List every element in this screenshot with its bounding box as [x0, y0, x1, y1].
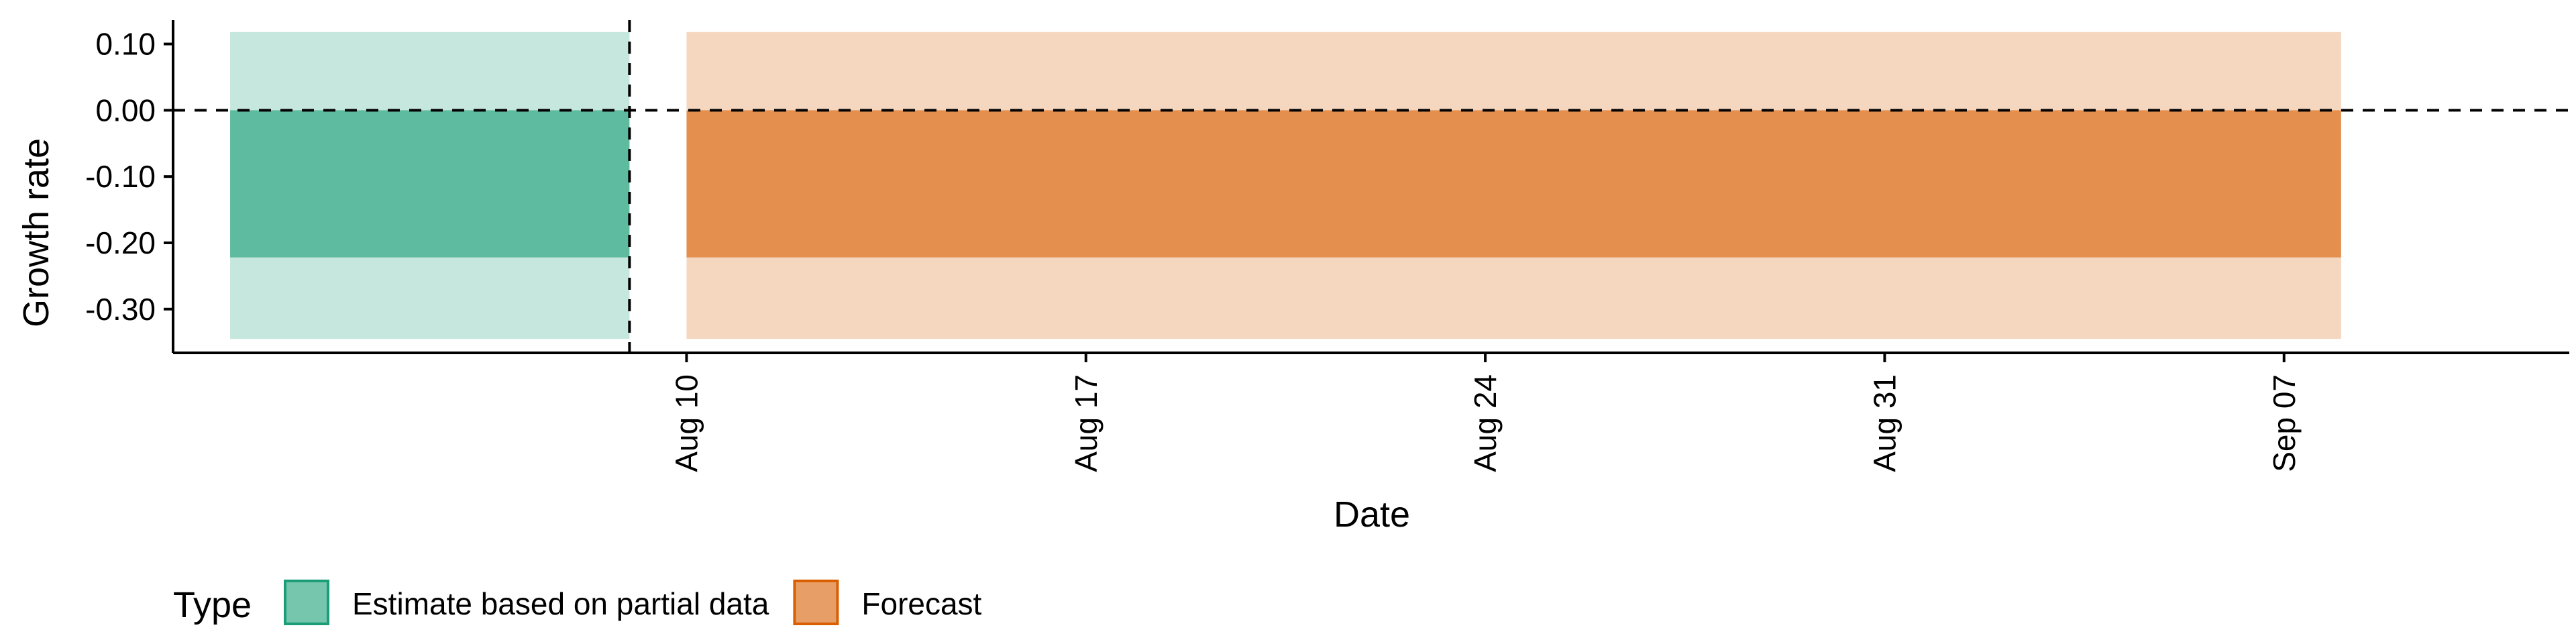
- y-tick-label: -0.10: [85, 159, 156, 194]
- y-tick-label: -0.20: [85, 225, 156, 260]
- y-axis-ticks: 0.10 0.00 -0.10 -0.20 -0.30: [85, 27, 173, 327]
- legend-label-estimate-based-on-partial-data: Estimate based on partial data: [352, 586, 769, 621]
- x-tick-label: Aug 17: [1069, 374, 1104, 472]
- y-tick-label: 0.00: [95, 93, 156, 127]
- x-tick-label: Aug 31: [1867, 374, 1902, 472]
- x-tick-label: Aug 10: [669, 374, 704, 472]
- x-axis-ticks: Aug 10 Aug 17 Aug 24 Aug 31 Sep 07: [669, 353, 2302, 472]
- forecast-inner-band: [686, 110, 2341, 258]
- legend: Type Estimate based on partial data Forec…: [173, 580, 982, 625]
- reference-lines: [173, 20, 2569, 353]
- x-axis-label: Date: [1334, 494, 1410, 535]
- axes: [172, 20, 2569, 354]
- legend-label-forecast: Forecast: [861, 586, 981, 621]
- estimate-based-on-partial-data-inner-band: [230, 110, 630, 258]
- interval-bands: [230, 32, 2341, 339]
- legend-title: Type: [173, 585, 252, 625]
- legend-key-forecast: [793, 580, 839, 625]
- x-tick-label: Aug 24: [1468, 374, 1503, 472]
- y-axis-label: Growth rate: [16, 138, 56, 327]
- y-tick-label: 0.10: [95, 27, 156, 62]
- legend-key-estimate-based-on-partial-data: [284, 580, 329, 625]
- y-tick-label: -0.30: [85, 292, 156, 327]
- x-tick-label: Sep 07: [2267, 374, 2302, 472]
